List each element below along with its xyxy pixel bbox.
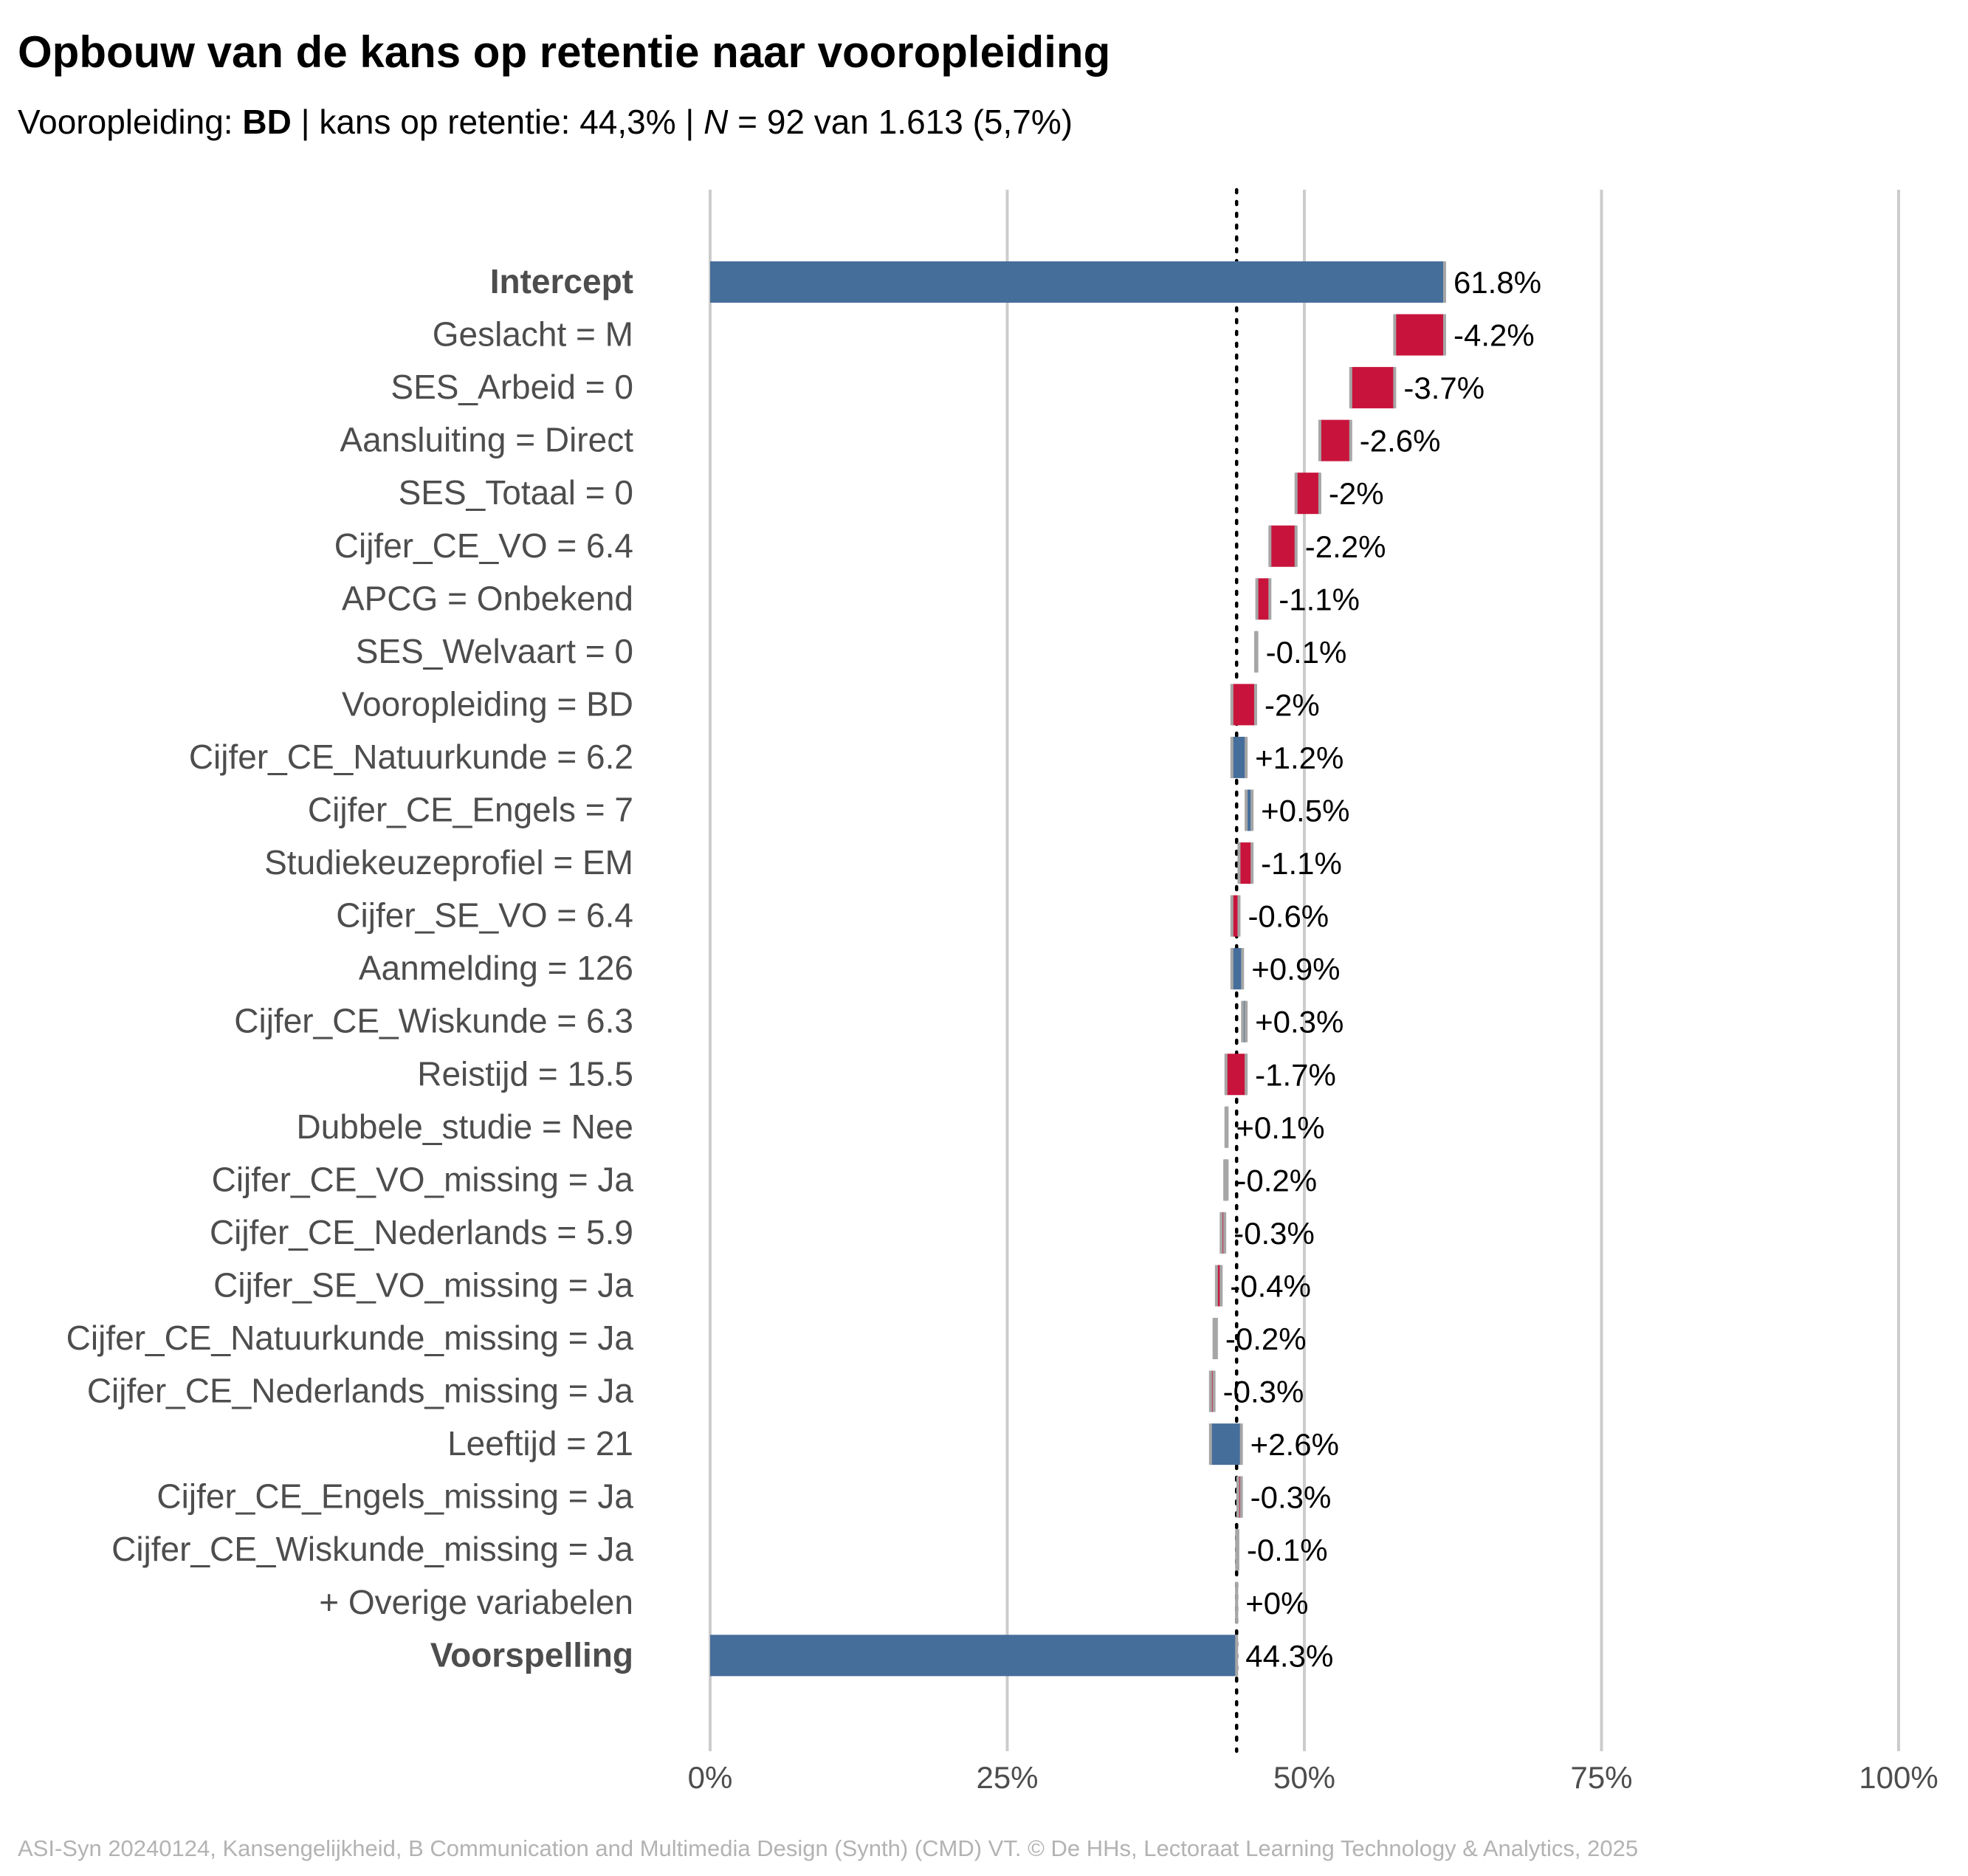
chart-title: Opbouw van de kans op retentie naar voor… (18, 27, 1111, 77)
value-label: +0.9% (1251, 952, 1340, 986)
bar (1231, 895, 1239, 937)
bar (1231, 736, 1247, 778)
bar (1231, 684, 1256, 726)
x-axis-ticks: 0% 25% 50% 75% 100% (688, 1760, 1938, 1795)
row-label: + Overige variabelen (319, 1583, 633, 1621)
row-label: SES_Arbeid = 0 (390, 368, 633, 406)
value-label: -0.4% (1230, 1268, 1311, 1303)
chart-caption: ASI-Syn 20240124, Kansengelijkheid, B Co… (18, 1835, 1639, 1861)
value-label: 44.3% (1245, 1638, 1333, 1673)
bar (1296, 473, 1320, 515)
value-label: +1.2% (1255, 741, 1343, 775)
x-tick-label: 0% (688, 1760, 733, 1795)
waterfall-chart: Intercept Geslacht = M SES_Arbeid = 0 Aansl… (66, 188, 1938, 1795)
value-label: 61.8% (1453, 265, 1541, 300)
row-label: Cijfer_CE_Natuurkunde = 6.2 (189, 738, 633, 776)
row-label: Cijfer_CE_VO_missing = Ja (212, 1160, 634, 1198)
bar (1394, 314, 1445, 356)
value-label: +0.1% (1236, 1110, 1324, 1145)
subtitle-prefix: Vooropleiding: (18, 103, 243, 141)
row-label: Aansluiting = Direct (340, 421, 633, 459)
bar (1210, 1423, 1242, 1466)
subtitle-n-symbol: N (703, 103, 729, 141)
x-tick-label: 25% (976, 1760, 1038, 1795)
value-label: +0.5% (1261, 794, 1349, 828)
row-label: SES_Welvaart = 0 (356, 632, 633, 670)
row-label: Cijfer_SE_VO_missing = Ja (213, 1265, 633, 1304)
bar (1246, 789, 1253, 831)
row-label: Reistijd = 15.5 (417, 1054, 633, 1093)
row-label: Studiekeuzeprofiel = EM (264, 843, 633, 882)
bar (1231, 948, 1243, 990)
bars (710, 261, 1446, 1677)
subtitle-suffix: = 92 van 1.613 (5,7%) (728, 103, 1073, 141)
row-label: Cijfer_CE_Nederlands = 5.9 (210, 1213, 633, 1251)
x-tick-label: 100% (1859, 1760, 1938, 1795)
bar (1237, 1476, 1242, 1518)
value-label: -4.2% (1453, 318, 1535, 353)
x-tick-label: 50% (1273, 1760, 1335, 1795)
row-label: Vooropleiding = BD (342, 684, 633, 723)
value-label: -1.1% (1261, 846, 1342, 881)
row-label: Cijfer_CE_Engels = 7 (308, 791, 633, 829)
value-label: +0% (1245, 1586, 1308, 1621)
row-label: Cijfer_CE_Wiskunde_missing = Ja (111, 1530, 633, 1568)
row-label: Dubbele_studie = Nee (297, 1107, 634, 1146)
bar (1319, 419, 1351, 461)
value-label: -2.2% (1305, 529, 1386, 564)
bar (1350, 367, 1395, 409)
row-label: Cijfer_CE_Nederlands_missing = Ja (87, 1372, 634, 1410)
row-label: Cijfer_CE_Natuurkunde_missing = Ja (66, 1319, 634, 1357)
subtitle-mid: | kans op retentie: 44,3% | (291, 103, 704, 141)
bar (1216, 1265, 1222, 1307)
row-label: Cijfer_SE_VO = 6.4 (336, 896, 633, 935)
value-label: -0.1% (1266, 635, 1347, 670)
gridlines (709, 190, 1900, 1751)
row-label: Aanmelding = 126 (359, 949, 633, 987)
subtitle-group: BD (242, 103, 292, 141)
bar (1221, 1212, 1225, 1254)
value-label: -0.3% (1223, 1375, 1304, 1409)
value-label: -0.3% (1250, 1480, 1332, 1515)
value-label: -0.3% (1234, 1216, 1315, 1251)
value-label: -2% (1265, 687, 1320, 722)
row-label: Intercept (490, 262, 633, 300)
value-labels: 61.8% -4.2% -3.7% -2.6% -2% -2.2% -1.1% -0.1% -2… (1223, 265, 1541, 1673)
value-label: -2.6% (1360, 424, 1441, 458)
value-label: -0.6% (1248, 899, 1329, 934)
value-label: -0.2% (1225, 1322, 1307, 1356)
bar (1256, 578, 1270, 620)
bar (710, 261, 1445, 303)
value-label: +2.6% (1250, 1427, 1339, 1462)
row-label: Cijfer_CE_Wiskunde = 6.3 (234, 1002, 633, 1040)
row-label: APCG = Onbekend (342, 579, 633, 617)
chart-subtitle: Vooropleiding: BD | kans op retentie: 44… (18, 102, 1073, 142)
value-label: -2% (1329, 476, 1384, 511)
bar (1242, 1000, 1247, 1042)
bar (1239, 842, 1253, 884)
row-label: SES_Totaal = 0 (399, 473, 633, 512)
bar (1210, 1370, 1214, 1412)
bar (1225, 1054, 1247, 1096)
value-label: -1.1% (1279, 582, 1360, 616)
value-label: -1.7% (1255, 1057, 1336, 1092)
value-label: -0.2% (1236, 1163, 1317, 1198)
row-label: Cijfer_CE_Engels_missing = Ja (156, 1477, 633, 1516)
value-label: -3.7% (1403, 371, 1484, 405)
row-labels: Intercept Geslacht = M SES_Arbeid = 0 Aansl… (66, 262, 634, 1674)
row-label: Geslacht = M (433, 315, 633, 354)
bar (1270, 525, 1296, 567)
row-label: Cijfer_CE_VO = 6.4 (334, 526, 633, 565)
row-label: Leeftijd = 21 (447, 1424, 633, 1463)
value-label: -0.1% (1247, 1533, 1328, 1567)
bar (710, 1635, 1237, 1677)
value-label: +0.3% (1255, 1005, 1343, 1040)
row-label: Voorspelling (430, 1635, 633, 1674)
x-tick-label: 75% (1570, 1760, 1632, 1795)
